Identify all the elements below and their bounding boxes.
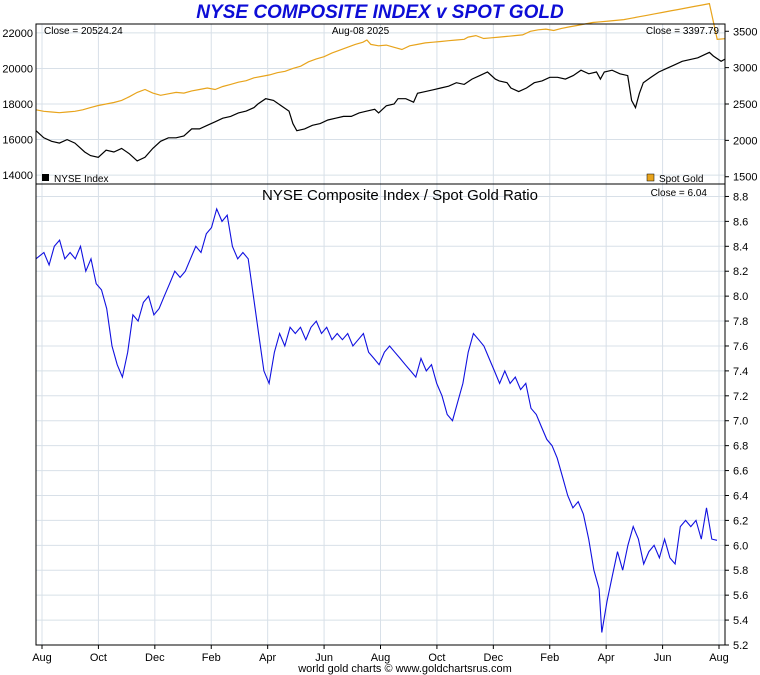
- left-tick-label: 16000: [2, 135, 33, 147]
- x-tick-label: Feb: [202, 652, 221, 664]
- left-tick-label: 20000: [2, 63, 33, 75]
- chart-main-title: NYSE COMPOSITE INDEX v SPOT GOLD: [196, 2, 564, 23]
- top-panel: 14000 16000 18000 20000 22000 1500 2000 2500 300…: [2, 2, 757, 185]
- right-tick-label: 3500: [733, 26, 757, 38]
- ratio-tick-label: 6.4: [733, 490, 748, 502]
- ratio-plot-frame: [35, 183, 726, 646]
- x-tick-label: Jun: [315, 652, 333, 664]
- x-tick-label: Apr: [259, 652, 276, 664]
- top-center-date-label: Aug-08 2025: [332, 26, 390, 37]
- left-tick-label: 22000: [2, 28, 33, 40]
- right-tick-label: 3000: [733, 63, 757, 75]
- ratio-tick-label: 7.4: [733, 366, 748, 378]
- legend-nyse-swatch: [42, 174, 49, 181]
- ratio-tick-label: 8.0: [733, 291, 748, 303]
- ratio-title: NYSE Composite Index / Spot Gold Ratio: [262, 187, 538, 204]
- legend-gold-label: Spot Gold: [659, 174, 703, 185]
- x-tick-label: Oct: [90, 652, 107, 664]
- ratio-tick-label: 8.6: [733, 216, 748, 228]
- ratio-tick-label: 7.6: [733, 341, 748, 353]
- spot-gold-line: [35, 2, 726, 114]
- right-tick-label: 1500: [733, 172, 757, 184]
- nyse-index-line: [35, 51, 726, 162]
- left-tick-label: 18000: [2, 99, 33, 111]
- ratio-tick-label: 5.6: [733, 590, 748, 602]
- x-tick-label: Dec: [145, 652, 165, 664]
- ratio-tick-label: 7.8: [733, 316, 748, 328]
- top-left-close-label: Close = 20524.24: [44, 26, 123, 37]
- ratio-tick-label: 8.2: [733, 266, 748, 278]
- legend-nyse-label: NYSE Index: [54, 174, 108, 185]
- ratio-tick-label: 6.6: [733, 466, 748, 478]
- x-tick-label: Oct: [428, 652, 445, 664]
- x-tick-label: Aug: [32, 652, 52, 664]
- right-tick-label: 2500: [733, 99, 757, 111]
- x-tick-label: Jun: [654, 652, 672, 664]
- ratio-tick-label: 5.8: [733, 565, 748, 577]
- ratio-tick-label: 6.8: [733, 441, 748, 453]
- ratio-tick-label: 6.0: [733, 540, 748, 552]
- ratio-tick-label: 8.8: [733, 191, 748, 203]
- ratio-tick-label: 6.2: [733, 515, 748, 527]
- top-right-close-label: Close = 3397.79: [646, 26, 720, 37]
- ratio-close-label: Close = 6.04: [651, 188, 708, 199]
- x-tick-label: Apr: [598, 652, 615, 664]
- ratio-line: [35, 207, 718, 633]
- ratio-tick-label: 5.2: [733, 640, 748, 652]
- ratio-tick-label: 7.0: [733, 416, 748, 428]
- chart-footer: world gold charts © www.goldchartsrus.co…: [297, 663, 512, 675]
- ratio-panel: Aug Oct Dec Feb Apr Jun Aug Oct Dec Feb Apr Jun Aug 5…: [32, 183, 748, 664]
- x-tick-label: Feb: [540, 652, 559, 664]
- x-tick-label: Aug: [709, 652, 729, 664]
- x-tick-label: Aug: [371, 652, 391, 664]
- ratio-tick-label: 5.4: [733, 615, 748, 627]
- legend-gold-swatch: [646, 173, 655, 182]
- right-tick-label: 2000: [733, 135, 757, 147]
- ratio-tick-label: 8.4: [733, 241, 748, 253]
- ratio-tick-label: 7.2: [733, 391, 748, 403]
- left-tick-label: 14000: [2, 170, 33, 182]
- x-tick-label: Dec: [484, 652, 504, 664]
